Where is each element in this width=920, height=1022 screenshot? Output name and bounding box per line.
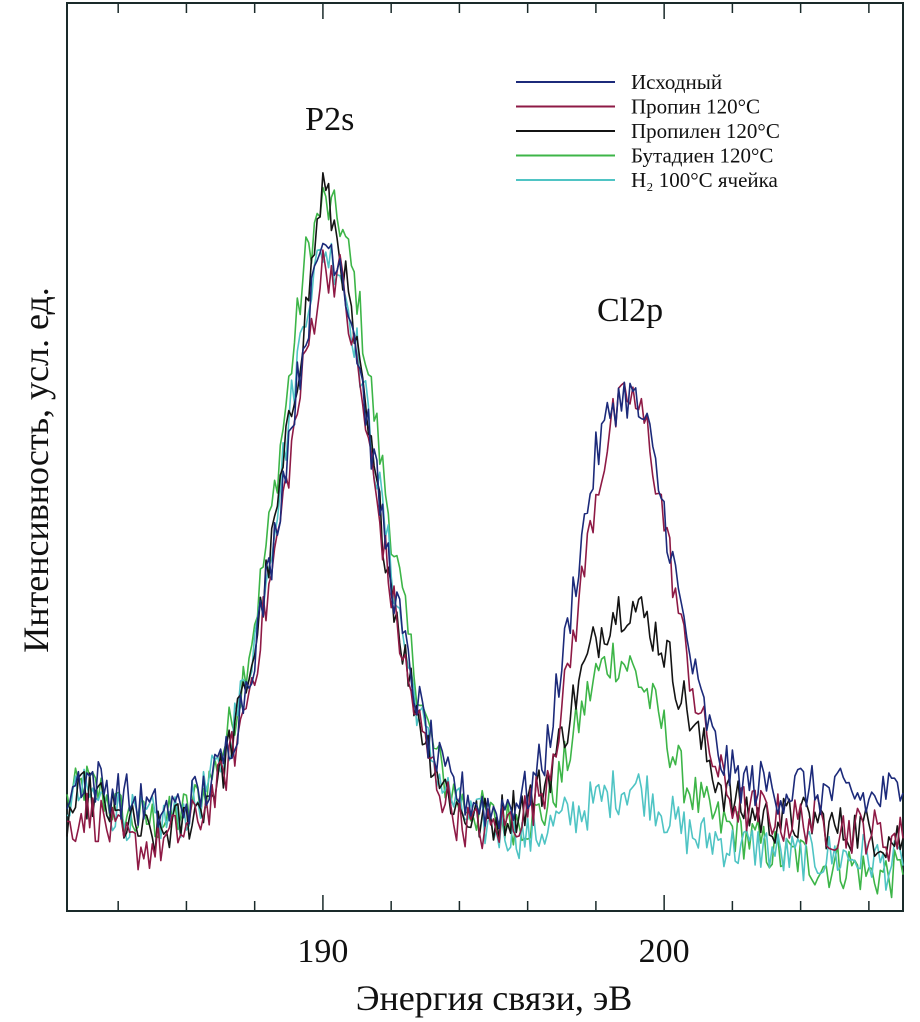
series-line-4 <box>66 242 904 891</box>
plot-frame <box>66 2 904 912</box>
series-line-3 <box>66 186 904 899</box>
legend-label-3: Бутадиен 120°C <box>631 144 773 168</box>
legend-label-4: H₂ 100°C ячейка <box>631 168 779 192</box>
x-tick-label-200: 200 <box>639 933 690 970</box>
series-line-0 <box>66 242 904 830</box>
x-tick-label-190: 190 <box>297 933 348 970</box>
annotation-cl2p: Cl2p <box>597 292 663 329</box>
legend-label-2: Пропилен 120°C <box>631 119 780 143</box>
legend-label-0: Исходный <box>631 70 722 94</box>
series-line-2 <box>66 172 904 859</box>
annotation-p2s: P2s <box>305 101 354 138</box>
series-line-1 <box>66 249 904 871</box>
x-ticks <box>117 3 870 911</box>
series-group <box>66 172 904 899</box>
legend-label-1: Пропин 120°C <box>631 95 760 119</box>
y-axis-title: Интенсивность, усл. ед. <box>16 287 56 653</box>
x-axis-title: Энергия связи, эВ <box>356 978 633 1018</box>
